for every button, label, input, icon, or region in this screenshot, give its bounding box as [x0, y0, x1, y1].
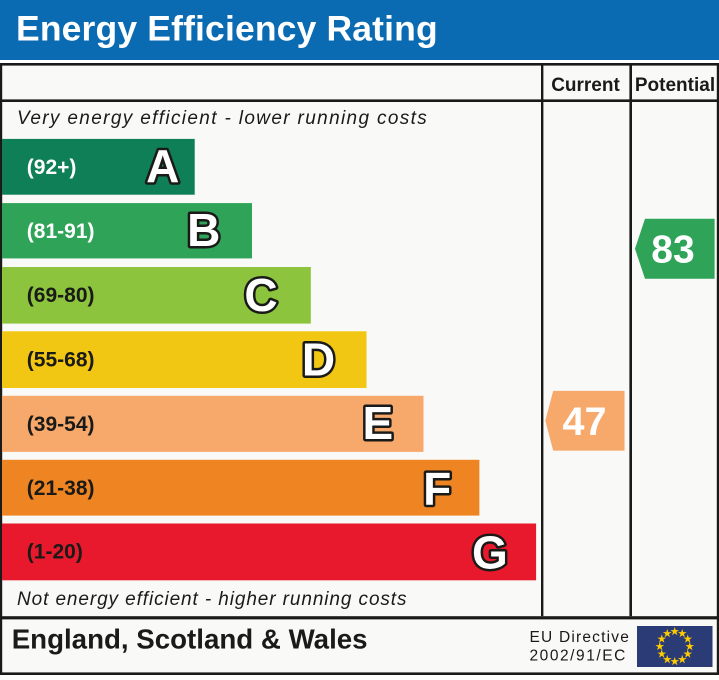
- svg-text:EU Directive: EU Directive: [530, 629, 631, 646]
- svg-text:83: 83: [651, 229, 694, 272]
- svg-text:Potential: Potential: [635, 75, 715, 96]
- svg-text:G: G: [472, 527, 508, 579]
- svg-text:B: B: [187, 204, 220, 256]
- svg-text:(21-38): (21-38): [27, 477, 95, 500]
- svg-text:47: 47: [563, 400, 607, 444]
- svg-text:C: C: [244, 269, 277, 321]
- svg-text:2002/91/EC: 2002/91/EC: [530, 647, 627, 664]
- svg-text:(92+): (92+): [27, 156, 77, 179]
- svg-text:Energy Efficiency Rating: Energy Efficiency Rating: [16, 8, 438, 48]
- svg-text:(39-54): (39-54): [27, 413, 95, 436]
- svg-text:(1-20): (1-20): [27, 541, 83, 564]
- svg-text:(69-80): (69-80): [27, 284, 95, 307]
- svg-text:England, Scotland & Wales: England, Scotland & Wales: [12, 623, 368, 654]
- svg-text:E: E: [362, 397, 393, 449]
- svg-text:F: F: [423, 462, 451, 514]
- svg-text:(81-91): (81-91): [27, 220, 95, 243]
- svg-text:Very energy efficient - lower: Very energy efficient - lower running co…: [17, 108, 428, 129]
- svg-text:(55-68): (55-68): [27, 348, 95, 371]
- svg-text:D: D: [302, 334, 335, 386]
- svg-text:Current: Current: [551, 75, 620, 96]
- svg-text:Not energy efficient - higher: Not energy efficient - higher running co…: [17, 589, 407, 610]
- svg-text:A: A: [146, 140, 179, 192]
